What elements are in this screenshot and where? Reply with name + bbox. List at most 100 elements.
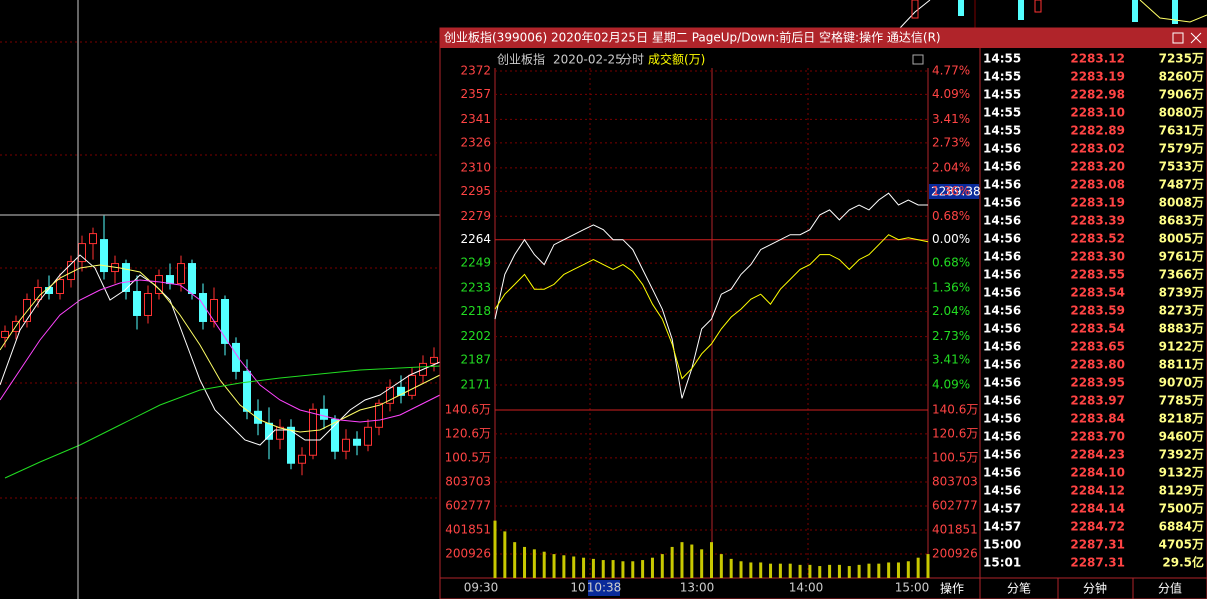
time-grid xyxy=(589,68,809,578)
tick-volume: 7579万 xyxy=(1159,142,1204,156)
volume-bar xyxy=(818,566,822,578)
volume-bar xyxy=(778,563,782,578)
tab[interactable]: 分值 xyxy=(1158,581,1182,596)
candle-body xyxy=(155,275,163,295)
candle-body xyxy=(133,291,141,316)
volume-bar xyxy=(532,549,536,578)
candle-body xyxy=(56,279,64,295)
volume-bar xyxy=(621,561,625,578)
price-tick-label: 2372 xyxy=(460,64,491,78)
volume-tick-label: 401851 xyxy=(445,522,491,536)
tick-price: 2283.70 xyxy=(1070,430,1125,444)
candle-body xyxy=(89,233,97,245)
volume-bar xyxy=(788,563,792,578)
candle-body xyxy=(265,422,273,440)
volume-label: 成交额(万) xyxy=(648,52,705,67)
pct-tick-label: 1.36% xyxy=(932,281,970,295)
maximize-button[interactable] xyxy=(1172,32,1184,44)
tick-volume: 9460万 xyxy=(1159,430,1204,444)
candle-body xyxy=(199,293,207,322)
tick-volume: 7366万 xyxy=(1159,268,1204,282)
tick-price: 2283.59 xyxy=(1070,304,1125,318)
volume-bar xyxy=(591,558,595,578)
tick-time: 14:56 xyxy=(983,358,1021,372)
volume-bar xyxy=(906,561,910,578)
tick-time: 14:56 xyxy=(983,178,1021,192)
tick-price: 2282.89 xyxy=(1070,124,1125,138)
volume-bar xyxy=(916,557,920,578)
volume-bar xyxy=(700,549,704,578)
price-tick-label: 2341 xyxy=(460,112,491,126)
volume-bar xyxy=(513,542,517,578)
tick-time: 14:55 xyxy=(983,70,1021,84)
tab-dividers xyxy=(979,578,1134,599)
tick-price: 2284.14 xyxy=(1070,502,1125,516)
tick-price: 2283.30 xyxy=(1070,250,1125,264)
chart-frame xyxy=(440,48,1207,579)
tick-volume: 8080万 xyxy=(1159,106,1204,120)
volume-bar xyxy=(867,563,871,578)
time-label: 14:00 xyxy=(789,581,824,595)
price-tick-label: 2326 xyxy=(460,135,491,149)
pct-tick-label: 2.04% xyxy=(932,160,970,174)
tick-price: 2283.19 xyxy=(1070,196,1125,210)
tick-price: 2283.54 xyxy=(1070,286,1125,300)
tick-volume: 8273万 xyxy=(1159,304,1204,318)
volume-bar xyxy=(719,554,723,578)
volume-bar xyxy=(631,561,635,578)
panel-icon[interactable] xyxy=(912,54,924,65)
tick-time: 14:56 xyxy=(983,214,1021,228)
tick-time: 14:55 xyxy=(983,88,1021,102)
volume-bar xyxy=(572,556,576,578)
candle-body xyxy=(298,454,306,464)
candle-body xyxy=(331,418,339,452)
tick-time: 14:55 xyxy=(983,124,1021,138)
volume-bar xyxy=(847,566,851,578)
tick-time: 14:56 xyxy=(983,448,1021,462)
tick-volume: 8811万 xyxy=(1159,358,1204,372)
volume-tick-label-right: 140.6万 xyxy=(932,403,978,417)
volume-tick-label: 803703 xyxy=(445,474,491,488)
close-button[interactable] xyxy=(1190,32,1202,44)
volume-bar xyxy=(749,562,753,578)
tick-time: 14:56 xyxy=(983,268,1021,282)
price-tick-label: 2264 xyxy=(460,232,491,246)
tab[interactable]: 分钟 xyxy=(1083,581,1107,596)
tick-price: 2283.20 xyxy=(1070,160,1125,174)
tick-time: 15:00 xyxy=(983,538,1021,552)
volume-bar xyxy=(926,554,930,578)
tick-time: 15:01 xyxy=(983,556,1021,570)
candle-body xyxy=(144,293,152,316)
volume-bar xyxy=(877,563,881,578)
volume-bar xyxy=(710,542,713,578)
tick-volume: 7906万 xyxy=(1159,88,1204,102)
tab[interactable]: 分笔 xyxy=(1007,581,1031,596)
tick-volume: 8683万 xyxy=(1159,214,1204,228)
price-line xyxy=(494,234,929,380)
tick-price: 2283.84 xyxy=(1070,412,1125,426)
tick-volume: 7500万 xyxy=(1159,502,1204,516)
volume-bar xyxy=(562,555,566,578)
last-price-label: 2289.38 xyxy=(931,185,981,199)
volume-tick-label-right: 100.5万 xyxy=(932,450,978,464)
volume-bar xyxy=(670,546,674,578)
tick-time: 14:55 xyxy=(983,106,1021,120)
candle-body xyxy=(188,263,196,295)
tick-time: 14:56 xyxy=(983,250,1021,264)
tick-time: 14:56 xyxy=(983,160,1021,174)
time-label: 09:30 xyxy=(464,581,499,595)
candle-body xyxy=(122,263,130,293)
tick-price: 2283.80 xyxy=(1070,358,1125,372)
candle-body xyxy=(342,438,350,452)
tick-volume: 8008万 xyxy=(1159,196,1204,210)
volume-bar xyxy=(680,542,684,578)
volume-bar xyxy=(660,554,664,578)
tick-price: 2283.12 xyxy=(1070,52,1125,66)
price-tick-label: 2310 xyxy=(460,160,491,174)
left-grid xyxy=(0,41,440,499)
ma60 xyxy=(4,365,441,479)
tab[interactable]: 操作 xyxy=(940,581,964,596)
chart-date: 2020-02-25 xyxy=(553,53,623,67)
tick-time: 14:57 xyxy=(983,502,1021,516)
